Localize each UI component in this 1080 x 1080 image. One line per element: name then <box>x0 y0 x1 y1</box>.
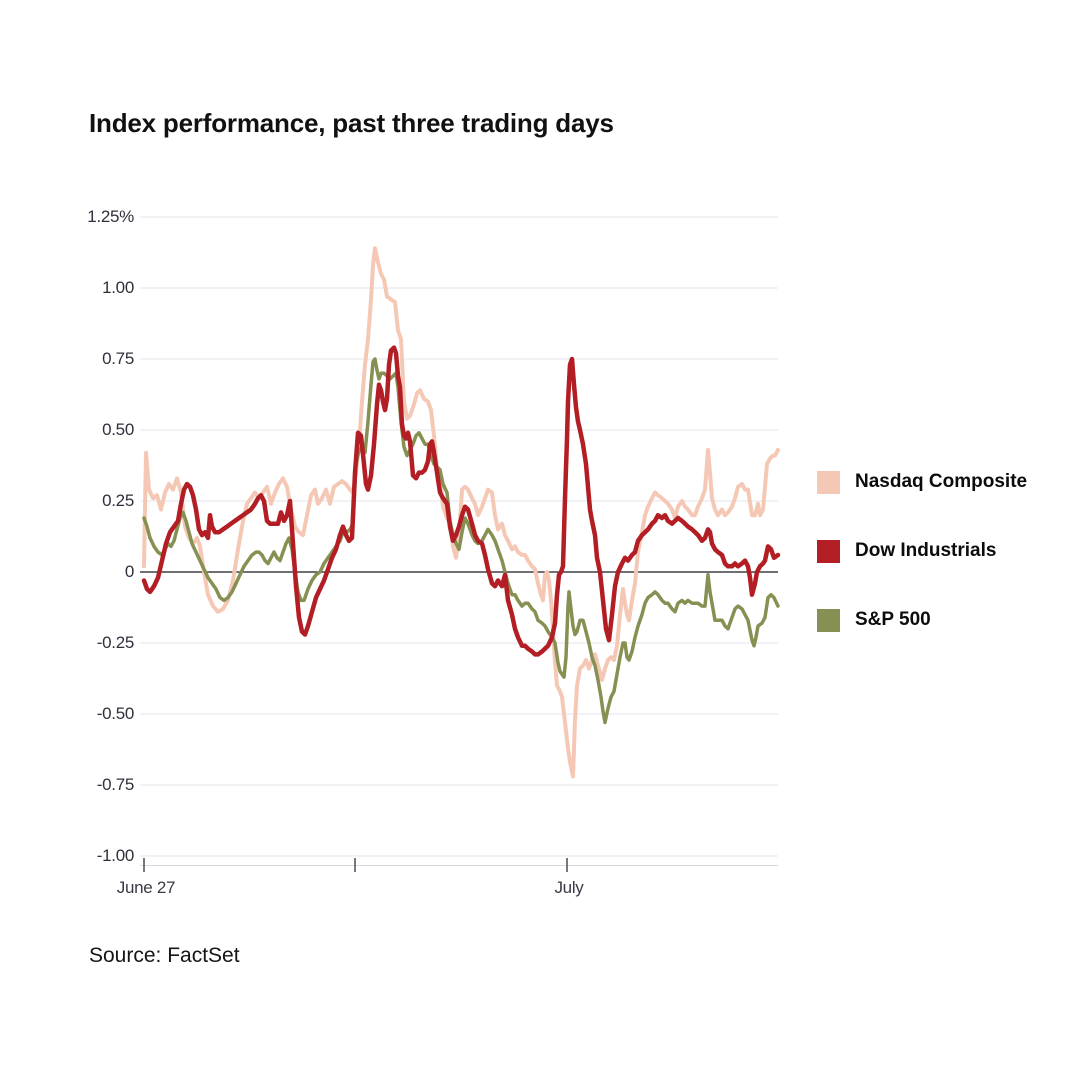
legend-label-sp500: S&P 500 <box>855 609 931 630</box>
legend-item-nasdaq: Nasdaq Composite <box>817 470 1027 494</box>
y-axis-label: 0.75 <box>102 349 134 368</box>
y-axis-label: 0 <box>124 562 134 581</box>
y-axis-label: -0.50 <box>96 704 135 723</box>
y-axis-label: -0.75 <box>96 775 135 794</box>
y-axis-label: -0.25 <box>96 633 135 652</box>
dow-swatch-icon <box>817 539 840 563</box>
y-axis-label: 1.25% <box>87 207 134 226</box>
legend-item-dow: Dow Industrials <box>817 539 996 563</box>
source-attribution: Source: FactSet <box>89 944 240 967</box>
s-p-500-line <box>142 357 780 725</box>
nasdaq-composite-line <box>142 246 780 779</box>
y-axis-label: 0.25 <box>102 491 134 510</box>
x-axis-label: July <box>554 878 584 897</box>
y-axis-label: -1.00 <box>96 846 135 865</box>
legend-label-dow: Dow Industrials <box>855 540 997 561</box>
sp500-swatch-icon <box>817 608 840 632</box>
legend-label-nasdaq: Nasdaq Composite <box>855 471 1028 492</box>
chart-title: Index performance, past three trading da… <box>89 108 614 138</box>
x-axis-label: June 27 <box>116 878 176 897</box>
nasdaq-swatch-icon <box>817 470 840 494</box>
legend-item-sp500: S&P 500 <box>817 608 931 632</box>
y-axis-label: 1.00 <box>102 278 134 297</box>
y-axis-label: 0.50 <box>102 420 134 439</box>
dow-industrials-line <box>141 345 781 657</box>
